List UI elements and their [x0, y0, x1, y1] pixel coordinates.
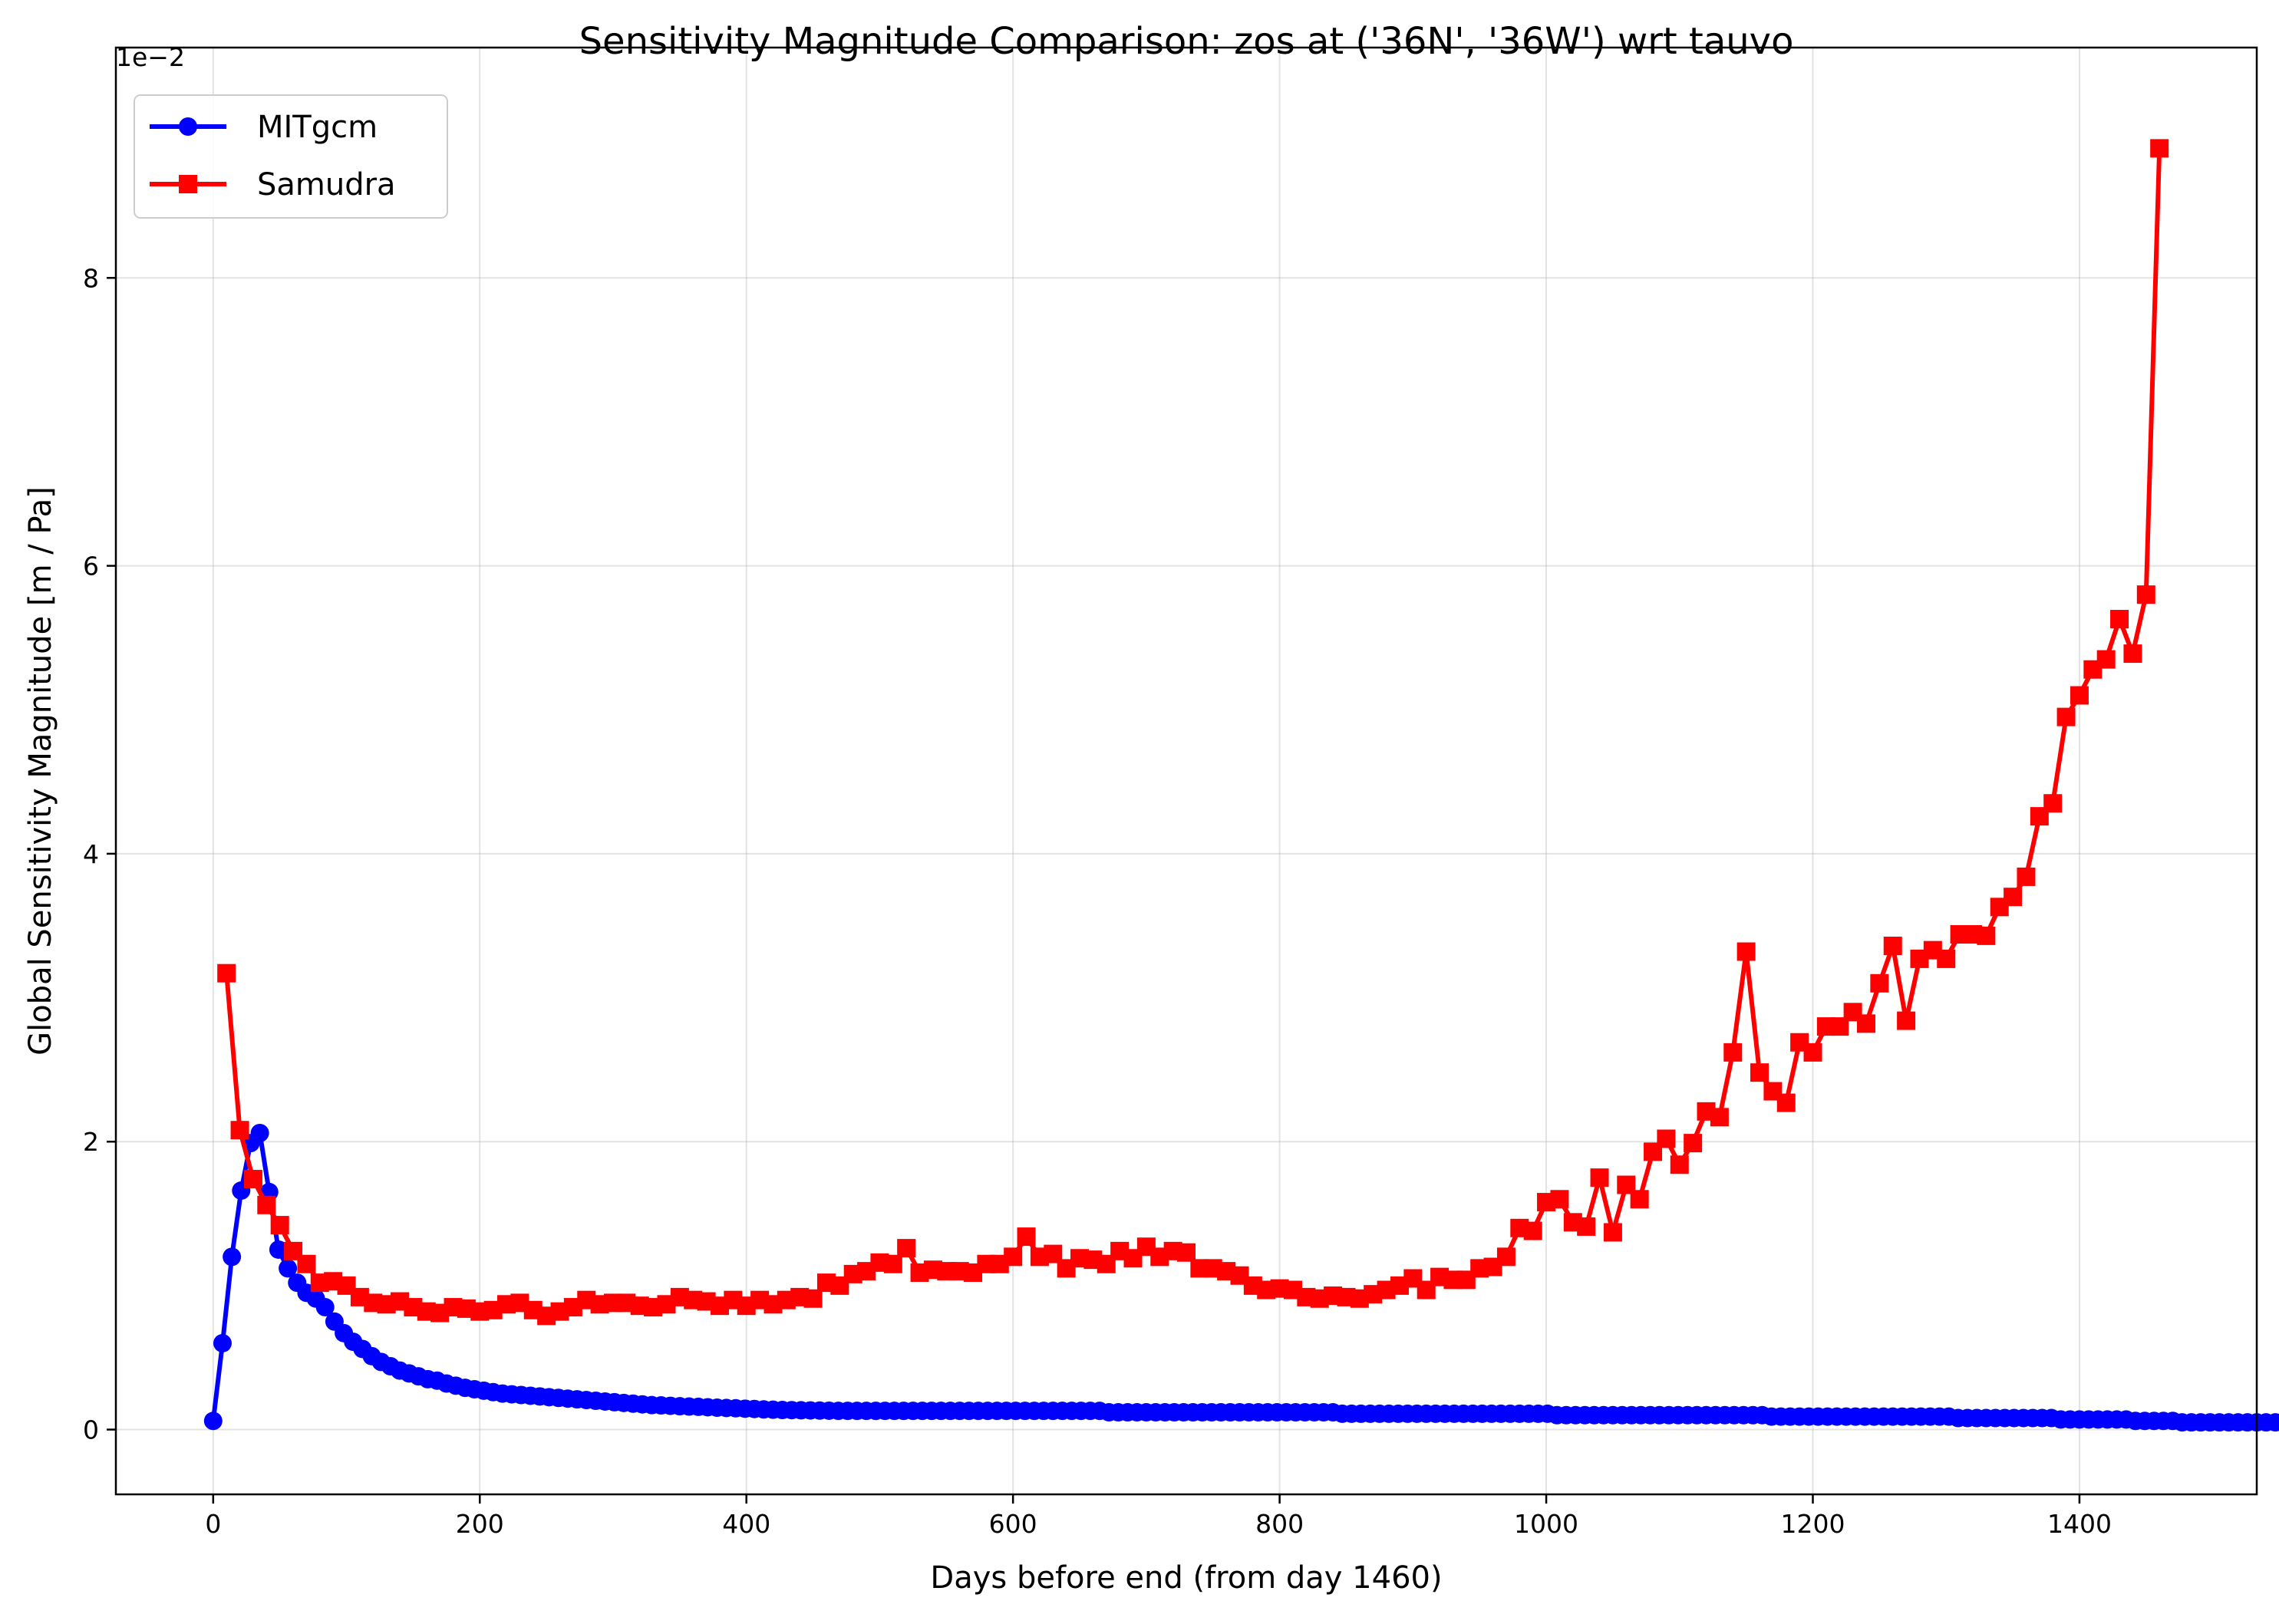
legend-label-samudra: Samudra — [257, 167, 396, 203]
data-point-mitgcm — [213, 1333, 232, 1352]
data-point-samudra — [2017, 867, 2036, 886]
data-point-mitgcm — [315, 1298, 335, 1317]
data-point-samudra — [803, 1289, 823, 1308]
data-point-samudra — [1736, 942, 1756, 961]
x-tick-label: 800 — [1255, 1509, 1304, 1539]
data-point-mitgcm — [2266, 1413, 2279, 1432]
series-samudra — [217, 139, 2169, 1326]
x-tick-label: 400 — [722, 1509, 770, 1539]
x-tick-label: 200 — [456, 1509, 504, 1539]
y-tick-label: 6 — [83, 552, 99, 581]
data-point-samudra — [1803, 1043, 1822, 1062]
data-point-samudra — [1630, 1190, 1649, 1209]
y-tick-label: 0 — [83, 1415, 99, 1445]
x-tick-label: 0 — [205, 1509, 221, 1539]
data-point-samudra — [2070, 686, 2089, 705]
x-tick-label: 1000 — [1514, 1509, 1578, 1539]
data-point-samudra — [230, 1121, 249, 1140]
data-point-samudra — [897, 1239, 916, 1258]
series-mitgcm — [203, 1123, 2279, 1432]
legend-label-mitgcm: MITgcm — [257, 110, 378, 145]
data-point-samudra — [1523, 1221, 1542, 1240]
legend-marker-samudra — [179, 175, 197, 193]
data-point-samudra — [1883, 937, 1902, 956]
x-axis-ticks: 0 200 400 600 800 1000 1200 1400 — [205, 1494, 2112, 1539]
data-point-samudra — [2136, 585, 2155, 604]
data-point-samudra — [1657, 1129, 1676, 1148]
data-point-samudra — [1937, 949, 1956, 968]
data-point-samudra — [1750, 1063, 1769, 1082]
data-point-mitgcm — [269, 1240, 288, 1259]
data-point-samudra — [2096, 650, 2116, 669]
data-point-samudra — [297, 1254, 316, 1273]
data-point-samudra — [270, 1216, 289, 1235]
data-point-samudra — [2123, 644, 2142, 664]
data-point-samudra — [1177, 1243, 1196, 1262]
data-point-samudra — [257, 1195, 276, 1214]
y-tick-label: 8 — [83, 263, 99, 293]
data-point-samudra — [1577, 1217, 1596, 1236]
data-point-samudra — [2150, 139, 2169, 158]
data-point-samudra — [243, 1170, 262, 1189]
data-point-samudra — [2043, 794, 2063, 813]
series-layer — [203, 139, 2279, 1432]
x-tick-label: 600 — [989, 1509, 1037, 1539]
legend: MITgcm Samudra — [134, 94, 448, 219]
data-point-samudra — [2004, 888, 2023, 907]
data-point-samudra — [217, 964, 236, 983]
data-point-samudra — [1870, 973, 1889, 993]
x-tick-label: 1200 — [1781, 1509, 1845, 1539]
data-point-samudra — [1550, 1190, 1569, 1209]
data-point-mitgcm — [250, 1123, 269, 1142]
data-point-samudra — [1004, 1247, 1023, 1267]
data-point-mitgcm — [223, 1247, 242, 1267]
data-point-samudra — [1670, 1155, 1689, 1174]
plot-area-frame — [114, 46, 2258, 1496]
x-tick-label: 1400 — [2047, 1509, 2112, 1539]
y-tick-label: 4 — [83, 839, 99, 869]
data-point-samudra — [2110, 610, 2129, 629]
data-point-samudra — [1977, 926, 1996, 945]
data-point-mitgcm — [2275, 1415, 2279, 1430]
data-point-samudra — [1856, 1014, 1875, 1033]
data-point-samudra — [1496, 1247, 1515, 1267]
data-point-samudra — [1590, 1168, 1609, 1188]
y-axis-ticks: 0 2 4 6 8 — [83, 263, 116, 1445]
data-point-samudra — [1897, 1011, 1916, 1030]
y-offset-label: 1e−2 — [116, 42, 185, 72]
grid-lines — [116, 48, 2257, 1494]
data-point-samudra — [883, 1254, 902, 1273]
data-point-samudra — [1710, 1108, 1729, 1127]
y-axis-label: Global Sensitivity Magnitude [m / Pa] — [23, 486, 58, 1056]
legend-marker-mitgcm — [179, 117, 197, 136]
data-point-samudra — [1684, 1134, 1703, 1153]
data-point-mitgcm — [203, 1412, 223, 1431]
data-point-samudra — [2056, 707, 2076, 726]
y-tick-label: 2 — [83, 1127, 99, 1157]
data-point-samudra — [1776, 1093, 1796, 1112]
data-point-samudra — [1723, 1043, 1743, 1062]
data-point-samudra — [1603, 1223, 1622, 1242]
chart-title: Sensitivity Magnitude Comparison: zos at… — [579, 20, 1794, 63]
x-axis-label: Days before end (from day 1460) — [930, 1560, 1442, 1596]
data-point-mitgcm — [279, 1259, 298, 1278]
data-point-samudra — [1017, 1227, 1036, 1247]
